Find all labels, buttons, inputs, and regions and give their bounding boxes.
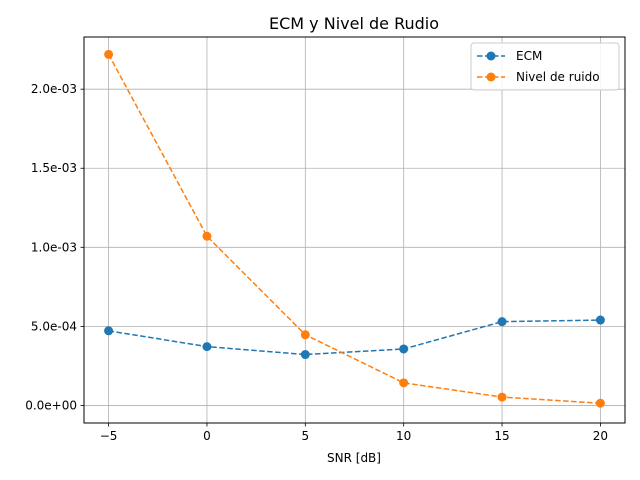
data-point-ecm [595,315,605,325]
data-point-nivel-de-ruido [104,49,114,59]
data-point-nivel-de-ruido [202,231,212,241]
chart-title: ECM y Nivel de Rudio [269,14,439,33]
y-tick-label: 1.0e-03 [31,240,77,254]
x-tick-label: 15 [494,429,509,443]
data-point-nivel-de-ruido [595,398,605,408]
legend-box [470,42,620,91]
plot-series [104,49,605,408]
series-line-nivel-de-ruido [107,54,601,404]
x-tick-label: 0 [203,429,211,443]
data-point-nivel-de-ruido [399,378,409,388]
y-tick-label: 2.0e-03 [31,82,77,96]
legend-label-nivel-de-ruido: Nivel de ruido [516,70,600,84]
x-axis-ticks: −5 0 5 10 15 20 [100,423,608,443]
y-tick-label: 5.0e-04 [31,319,77,333]
data-point-ecm [104,326,114,336]
data-point-ecm [300,350,310,360]
data-point-ecm [202,342,212,352]
data-point-ecm [399,344,409,354]
x-tick-label: 20 [593,429,608,443]
series-line-ecm [108,319,601,356]
legend-label-ecm: ECM [516,49,542,63]
legend-marker-ecm [486,51,496,61]
x-axis-label: SNR [dB] [327,451,381,465]
x-tick-label: 5 [301,429,309,443]
plot-frame [83,36,626,424]
legend: ECM Nivel de ruido [470,42,620,91]
y-tick-label: 1.5e-03 [31,161,77,175]
data-point-nivel-de-ruido [497,392,507,402]
data-point-nivel-de-ruido [300,330,310,340]
data-point-ecm [497,317,507,327]
x-tick-label: 10 [396,429,411,443]
x-tick-label: −5 [100,429,118,443]
legend-marker-nivel-de-ruido [486,72,496,82]
y-tick-label: 0.0e+00 [25,398,77,412]
y-axis-ticks: 0.0e+00 5.0e-04 1.0e-03 1.5e-03 2.0e-03 [25,82,84,412]
